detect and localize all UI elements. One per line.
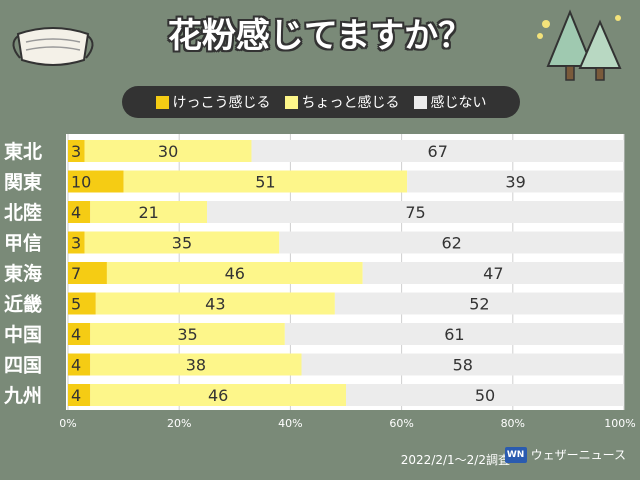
bar-segment: [362, 262, 624, 284]
bar-segment: [106, 262, 363, 284]
bar-segment: [207, 201, 624, 223]
legend-label-none: 感じない: [430, 95, 487, 111]
value-label: 3: [71, 142, 81, 161]
bar-segment: [407, 170, 624, 193]
bar-segment: [68, 231, 85, 254]
brand-name: ウェザーニュース: [530, 448, 626, 462]
value-label: 46: [225, 264, 245, 283]
value-label: 10: [71, 173, 91, 192]
bar-segment: [68, 201, 91, 223]
value-label: 51: [255, 173, 275, 192]
value-label: 39: [505, 173, 525, 192]
region-label: 東北: [4, 140, 42, 163]
value-label: 58: [453, 356, 473, 375]
region-label: 四国: [4, 355, 42, 377]
value-label: 5: [71, 295, 81, 314]
bar-segment: [95, 292, 335, 315]
value-label: 4: [71, 325, 81, 344]
legend-label-slight: ちょっと感じる: [301, 95, 400, 111]
x-tick-label: 80%: [501, 417, 525, 430]
bar-segment: [68, 262, 107, 284]
bar-segment: [68, 384, 91, 406]
bar-segment: [68, 170, 124, 193]
value-label: 67: [428, 142, 448, 161]
bar-segment: [284, 323, 624, 345]
value-label: 43: [205, 295, 225, 314]
value-label: 21: [138, 203, 158, 222]
legend-item-strong: けっこう感じる: [155, 92, 271, 112]
bar-segment: [90, 323, 285, 345]
bar-segment: [68, 353, 91, 376]
brand-mark-icon: WN: [504, 446, 527, 463]
brand-logo: WN ウェザーニュース: [504, 446, 626, 463]
bar-segment: [334, 292, 624, 315]
region-label: 東海: [4, 262, 42, 285]
x-tick-label: 60%: [389, 417, 413, 430]
region-label: 中国: [4, 323, 42, 346]
value-label: 61: [444, 325, 464, 344]
tree-icon: [537, 9, 622, 81]
legend-swatch-none: [413, 95, 427, 109]
value-label: 4: [71, 356, 81, 375]
bar-segment: [301, 353, 624, 376]
value-label: 46: [208, 386, 228, 405]
value-label: 4: [71, 203, 81, 222]
region-label: 九州: [3, 385, 42, 407]
legend: けっこう感じる ちょっと感じる 感じない: [122, 86, 520, 118]
region-label: 近畿: [4, 293, 42, 316]
bar-segment: [279, 231, 624, 254]
value-label: 30: [158, 142, 178, 161]
survey-date-note: 2022/2/1～2/2調査: [400, 453, 510, 467]
bar-segment: [346, 384, 624, 406]
bar-segment: [84, 231, 280, 254]
value-label: 62: [441, 234, 461, 253]
value-label: 50: [475, 386, 495, 405]
bar-segment: [90, 201, 207, 223]
x-tick-label: 0%: [59, 417, 76, 430]
bar-segment: [90, 384, 347, 406]
bar-segment: [84, 140, 252, 162]
value-label: 35: [177, 325, 197, 344]
legend-item-slight: ちょっと感じる: [284, 92, 400, 112]
value-label: 75: [405, 203, 425, 222]
region-label: 甲信: [4, 232, 42, 255]
value-label: 47: [483, 264, 503, 283]
region-label: 北陸: [4, 201, 42, 224]
legend-item-none: 感じない: [413, 92, 487, 112]
value-label: 35: [172, 234, 192, 253]
bar-segment: [123, 170, 408, 193]
legend-label-strong: けっこう感じる: [172, 95, 271, 111]
legend-swatch-strong: [155, 95, 169, 109]
bar-segment: [68, 292, 96, 315]
x-tick-label: 40%: [278, 417, 302, 430]
region-label: 関東: [4, 171, 42, 194]
chart-title: 花粉感じてますか？: [167, 16, 473, 56]
bar-segment: [68, 140, 85, 162]
value-label: 3: [71, 234, 81, 253]
value-label: 4: [71, 386, 81, 405]
value-label: 7: [71, 264, 81, 283]
legend-swatch-slight: [284, 95, 298, 109]
x-tick-label: 100%: [604, 417, 635, 430]
bar-segment: [251, 140, 625, 162]
mask-icon: [12, 27, 94, 66]
x-tick-label: 20%: [167, 417, 191, 430]
value-label: 38: [186, 356, 206, 375]
bar-segment: [90, 353, 302, 376]
bar-segment: [68, 323, 91, 345]
value-label: 52: [469, 295, 489, 314]
